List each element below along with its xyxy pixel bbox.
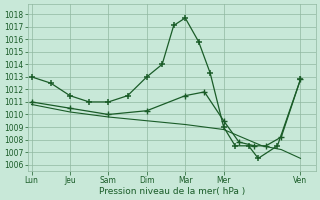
X-axis label: Pression niveau de la mer( hPa ): Pression niveau de la mer( hPa ) (99, 187, 245, 196)
